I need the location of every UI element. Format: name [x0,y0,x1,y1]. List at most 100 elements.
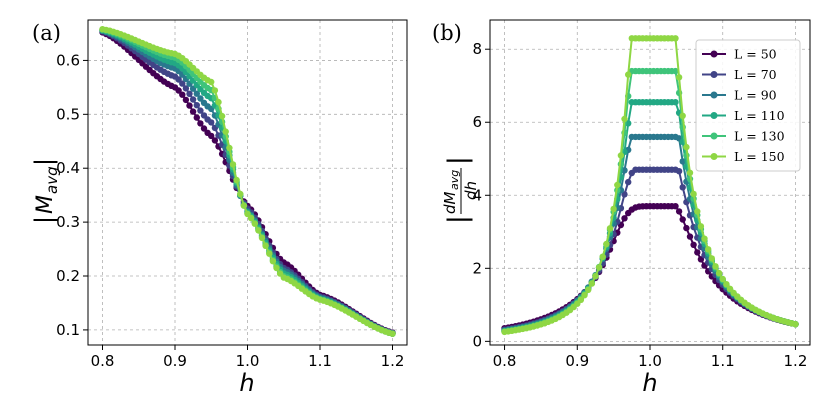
panel-b-ytick-label: 0 [472,332,482,350]
panel-a-ylabel: | M avg | [30,158,61,224]
data-point-L70 [208,119,215,126]
panel-b-ylabel-num-sub: avg [448,170,461,190]
data-point-L150 [694,208,701,215]
data-point-L150 [262,242,269,249]
data-point-L70 [175,76,182,83]
data-point-L150 [621,115,628,123]
panel-b-xtick-label: 0.9 [565,352,589,370]
data-point-L150 [617,152,625,159]
data-point-L150 [581,292,588,299]
panel-label-a: (a) [32,21,61,45]
legend-item-L150: L = 150 [702,149,785,164]
data-point-L70 [679,184,686,191]
data-point-L150 [712,263,719,270]
legend-label: L = 70 [734,67,777,82]
data-point-L150 [240,202,248,209]
data-point-L150 [719,275,726,283]
panel-b-ylabel-bar-right: | [443,156,473,165]
data-point-L150 [208,78,215,86]
legend-item-L110: L = 110 [702,108,785,123]
data-point-L50 [193,114,200,121]
data-point-L150 [708,255,715,262]
legend-label: L = 150 [734,149,785,164]
legend-swatch-marker [710,112,718,119]
data-point-L50 [179,91,186,98]
panel-b-ylabel-bar-left: | [443,215,473,224]
legend-swatch-marker [710,132,718,140]
panel-b-xlabel: h [642,369,657,397]
data-point-L150 [222,128,229,135]
data-point-L50 [686,233,694,240]
data-point-L150 [269,258,277,265]
panel-b-ylabel-den: dh [462,181,480,200]
data-point-L50 [672,203,679,210]
legend-swatch-marker [710,71,718,78]
data-point-L50 [697,256,705,263]
data-point-L150 [686,169,694,176]
data-point-L70 [182,85,190,92]
panel-a-ylabel-bar-left: | [30,216,58,224]
panel-a-ylabel-sub: avg [43,166,61,194]
panel-a-xtick-label: 0.9 [163,352,187,370]
data-point-L150 [215,98,222,106]
data-point-L150 [683,143,690,151]
data-point-L70 [200,112,208,119]
legend: L = 50 L = 70 L = 90 L = 110 L = 130 L = 150 [695,39,801,172]
legend-swatch-marker [710,50,718,58]
panel-b-ytick-label: 2 [472,259,482,277]
data-point-L70 [189,96,197,103]
data-point-L50 [197,120,204,127]
data-point-L50 [694,249,701,256]
data-point-L150 [690,190,697,198]
panel-b-ytick-label: 6 [472,113,482,131]
panel-a-ylabel-bar-right: | [30,158,58,166]
data-point-L150 [229,161,237,168]
legend-label: L = 50 [734,47,777,62]
data-point-L70 [621,191,628,198]
data-point-L90 [679,158,686,165]
data-point-L70 [197,107,204,114]
data-point-L150 [595,264,603,271]
data-point-L150 [389,330,396,337]
legend-swatch-marker [710,153,718,160]
data-point-L150 [701,235,708,242]
data-point-L150 [610,205,617,213]
data-point-L50 [690,241,697,248]
data-point-L50 [208,132,215,140]
legend-label: L = 110 [734,108,785,123]
data-point-L150 [247,214,255,222]
panel-a-plot: 0.8 0.9 1.0 1.1 1.2 0.1 0.2 0.3 0.4 0.5 0.6 [56,19,408,370]
data-point-L150 [255,227,262,234]
panel-b-xtick-label: 1.1 [711,352,735,370]
panel-a-ytick-label: 0.6 [56,51,80,69]
data-point-L150 [705,246,712,253]
data-point-L150 [588,280,595,287]
panel-a-ytick-label: 0.5 [56,105,80,123]
data-point-L150 [679,112,686,120]
panel-a-ytick-label: 0.4 [56,159,80,177]
panel-b-xtick-label: 1.0 [638,352,662,370]
panel-b-ytick-label: 8 [472,40,482,58]
panel-a-xtick-label: 1.2 [381,352,405,370]
data-point-L50 [679,216,686,223]
data-point-L150 [244,210,251,218]
panel-a-xtick-label: 0.8 [91,352,115,370]
panel-b-xtick-label: 1.2 [784,352,808,370]
data-point-L150 [606,225,614,232]
data-point-L150 [697,223,705,230]
legend-label: L = 90 [734,88,777,103]
legend-swatch-marker [710,91,718,99]
data-point-L90 [197,95,204,102]
data-point-L150 [273,264,280,272]
legend-item-L50: L = 50 [702,47,777,62]
data-point-L150 [266,250,273,257]
data-point-L70 [179,80,186,87]
data-point-L70 [186,90,193,98]
data-point-L150 [258,234,266,242]
panel-a-xtick-label: 1.0 [236,352,260,370]
data-point-L50 [182,96,190,104]
data-point-L50 [621,215,628,222]
data-point-L150 [233,176,240,184]
panel-a-ytick-label: 0.1 [56,321,80,339]
